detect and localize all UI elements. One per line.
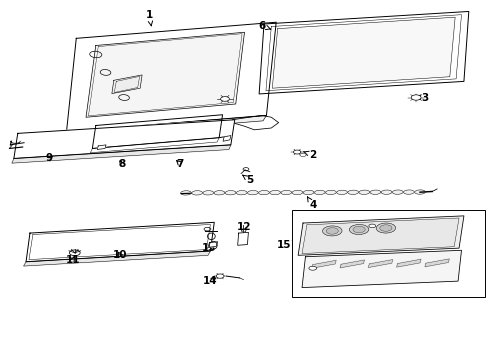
Polygon shape bbox=[112, 75, 142, 94]
Text: 14: 14 bbox=[203, 276, 217, 286]
Ellipse shape bbox=[403, 190, 413, 194]
Ellipse shape bbox=[379, 225, 391, 231]
Ellipse shape bbox=[236, 190, 246, 195]
Ellipse shape bbox=[220, 96, 229, 101]
Polygon shape bbox=[237, 232, 248, 245]
Ellipse shape bbox=[214, 191, 224, 195]
Polygon shape bbox=[14, 120, 234, 158]
Text: 7: 7 bbox=[176, 159, 183, 169]
Polygon shape bbox=[298, 216, 463, 255]
Polygon shape bbox=[396, 259, 420, 267]
Text: 2: 2 bbox=[303, 150, 316, 160]
Text: 4: 4 bbox=[307, 197, 316, 210]
Polygon shape bbox=[302, 218, 458, 253]
Ellipse shape bbox=[216, 274, 224, 278]
Text: 1: 1 bbox=[145, 10, 153, 26]
Ellipse shape bbox=[203, 191, 213, 195]
Polygon shape bbox=[90, 138, 219, 153]
Ellipse shape bbox=[281, 190, 291, 195]
Ellipse shape bbox=[303, 190, 313, 195]
Ellipse shape bbox=[336, 190, 346, 194]
Ellipse shape bbox=[325, 190, 336, 194]
Text: 11: 11 bbox=[65, 255, 80, 265]
Bar bbox=[292, 211, 484, 297]
Ellipse shape bbox=[269, 190, 280, 195]
Polygon shape bbox=[424, 259, 448, 267]
Ellipse shape bbox=[180, 191, 191, 195]
Ellipse shape bbox=[291, 190, 302, 195]
Polygon shape bbox=[367, 260, 392, 267]
Ellipse shape bbox=[414, 190, 425, 194]
Ellipse shape bbox=[258, 190, 269, 195]
Ellipse shape bbox=[358, 190, 369, 194]
Text: 5: 5 bbox=[242, 175, 252, 185]
Text: 8: 8 bbox=[118, 159, 125, 169]
Text: 15: 15 bbox=[277, 239, 297, 249]
Text: 12: 12 bbox=[237, 222, 251, 235]
Ellipse shape bbox=[369, 190, 380, 194]
Polygon shape bbox=[26, 222, 214, 262]
Ellipse shape bbox=[322, 226, 341, 236]
Text: 17: 17 bbox=[349, 226, 364, 236]
Ellipse shape bbox=[225, 190, 235, 195]
Text: 13: 13 bbox=[202, 243, 216, 253]
Ellipse shape bbox=[391, 190, 402, 194]
Text: 10: 10 bbox=[113, 250, 127, 260]
Text: 16: 16 bbox=[311, 270, 325, 280]
Ellipse shape bbox=[293, 150, 300, 154]
Ellipse shape bbox=[299, 153, 305, 157]
Polygon shape bbox=[66, 22, 276, 132]
Ellipse shape bbox=[314, 190, 325, 194]
Polygon shape bbox=[302, 250, 461, 288]
Ellipse shape bbox=[375, 223, 395, 233]
Ellipse shape bbox=[352, 226, 365, 233]
Polygon shape bbox=[223, 135, 230, 141]
Polygon shape bbox=[12, 145, 230, 163]
Ellipse shape bbox=[381, 190, 391, 194]
Ellipse shape bbox=[368, 224, 375, 228]
Polygon shape bbox=[272, 17, 454, 88]
Polygon shape bbox=[86, 32, 244, 117]
Text: 3: 3 bbox=[415, 93, 427, 103]
Polygon shape bbox=[23, 251, 210, 266]
Text: 9: 9 bbox=[46, 153, 53, 163]
Ellipse shape bbox=[325, 228, 338, 234]
Ellipse shape bbox=[410, 95, 420, 100]
Ellipse shape bbox=[347, 190, 358, 194]
Text: 6: 6 bbox=[257, 21, 270, 31]
Polygon shape bbox=[259, 12, 468, 94]
Polygon shape bbox=[311, 260, 335, 268]
Ellipse shape bbox=[308, 266, 316, 270]
Polygon shape bbox=[207, 242, 217, 247]
Polygon shape bbox=[339, 260, 364, 268]
Ellipse shape bbox=[247, 190, 258, 195]
Polygon shape bbox=[92, 115, 222, 148]
Polygon shape bbox=[97, 145, 106, 149]
Ellipse shape bbox=[191, 191, 202, 195]
Ellipse shape bbox=[348, 225, 368, 234]
Polygon shape bbox=[63, 116, 266, 137]
